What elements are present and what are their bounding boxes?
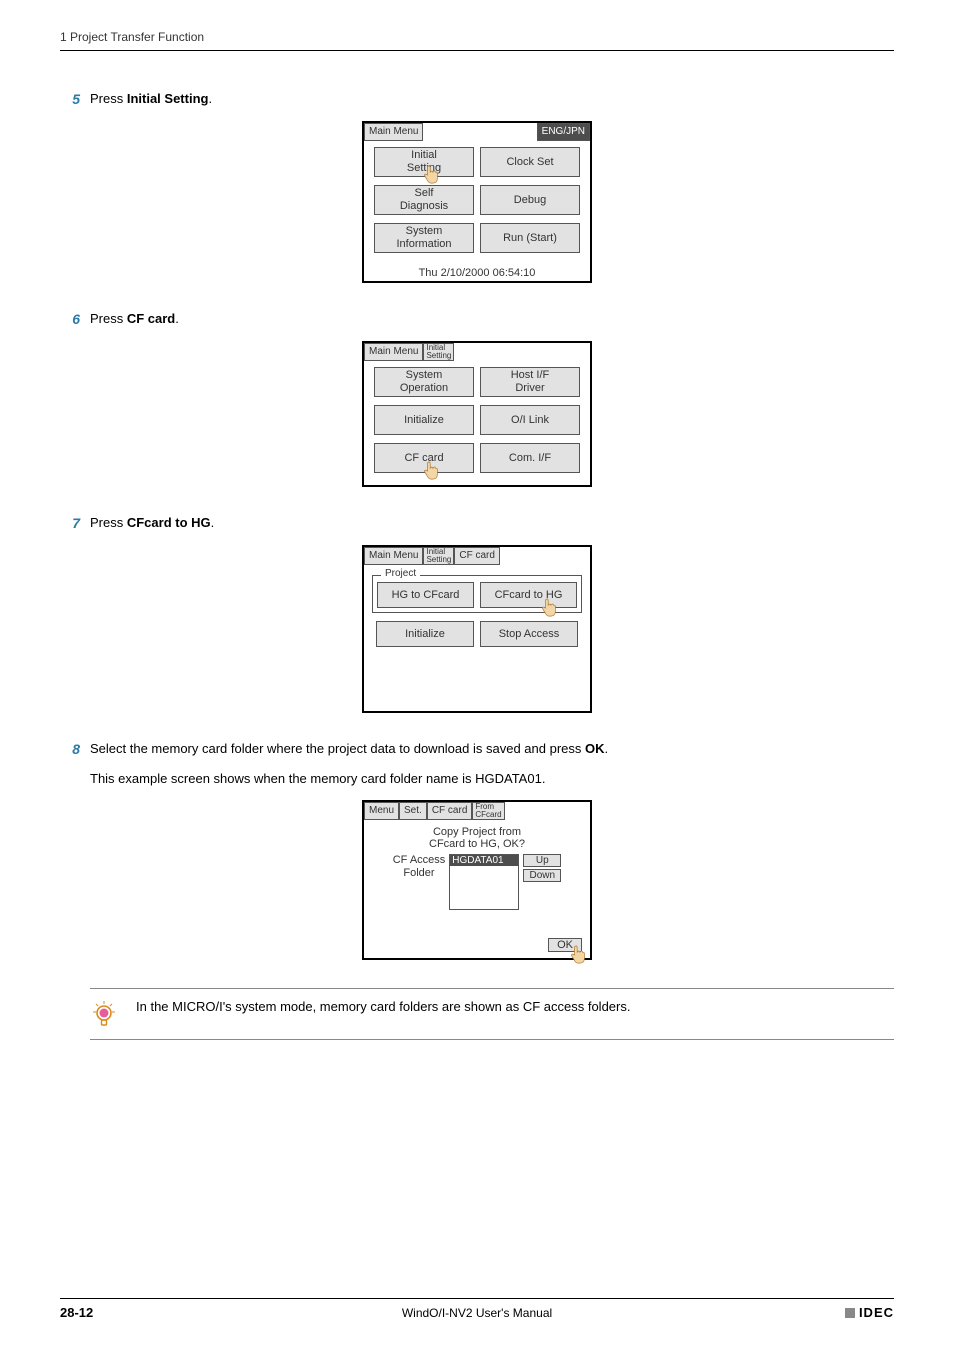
screen-copy-project: Menu Set. CF card From CFcard Copy Proje… [362, 800, 592, 960]
prompt-line-2: CFcard to HG, OK? [370, 838, 584, 850]
screen-main-menu: Main Menu ENG/JPN Initial Setting Clock … [362, 121, 592, 283]
debug-button[interactable]: Debug [480, 185, 580, 215]
breadcrumb-initial-setting[interactable]: Initial Setting [423, 547, 454, 565]
clock-set-button[interactable]: Clock Set [480, 147, 580, 177]
step-text: Select the memory card folder where the … [90, 741, 608, 757]
text: Press [90, 91, 127, 106]
step-8-subtext: This example screen shows when the memor… [90, 771, 894, 786]
cf-access-folder-label: CF Access Folder [393, 854, 446, 880]
text: . [605, 741, 609, 756]
tip-rule-bottom [90, 1039, 894, 1040]
status-datetime: Thu 2/10/2000 06:54:10 [364, 265, 590, 281]
page-footer: 28-12 WindO/I-NV2 User's Manual IDEC [60, 1298, 894, 1320]
step-number: 6 [60, 311, 90, 327]
text: Select the memory card folder where the … [90, 741, 585, 756]
group-label: Project [381, 568, 420, 579]
text: . [211, 515, 215, 530]
text: . [208, 91, 212, 106]
system-information-button[interactable]: System Information [374, 223, 474, 253]
host-if-driver-button[interactable]: Host I/F Driver [480, 367, 580, 397]
text: This example screen shows when the memor… [90, 771, 475, 786]
initialize-button[interactable]: Initialize [374, 405, 474, 435]
com-if-button[interactable]: Com. I/F [480, 443, 580, 473]
tip-rule-top [90, 988, 894, 989]
text-bold: CFcard to HG [127, 515, 211, 530]
hg-to-cfcard-button[interactable]: HG to CFcard [377, 582, 474, 608]
step-5: 5 Press Initial Setting. [60, 91, 894, 107]
initialize-button[interactable]: Initialize [376, 621, 474, 647]
text: . [542, 771, 546, 786]
text-bold: CF card [127, 311, 175, 326]
breadcrumb-initial-setting[interactable]: Initial Setting [423, 343, 454, 361]
tip-text: In the MICRO/I's system mode, memory car… [136, 999, 894, 1014]
down-button[interactable]: Down [523, 869, 561, 882]
breadcrumb-set[interactable]: Set. [399, 802, 427, 820]
folder-selected[interactable]: HGDATA01 [450, 855, 518, 866]
run-start-button[interactable]: Run (Start) [480, 223, 580, 253]
cf-card-button[interactable]: CF card [374, 443, 474, 473]
screen-cf-card: Main Menu Initial Setting CF card Projec… [362, 545, 592, 713]
breadcrumb-from-cfcard[interactable]: From CFcard [472, 802, 504, 820]
breadcrumb-main-menu[interactable]: Main Menu [364, 343, 423, 361]
text: Press [90, 311, 127, 326]
oi-link-button[interactable]: O/I Link [480, 405, 580, 435]
step-text: Press Initial Setting. [90, 91, 212, 107]
up-button[interactable]: Up [523, 854, 561, 867]
self-diagnosis-button[interactable]: Self Diagnosis [374, 185, 474, 215]
text-bold: Initial Setting [127, 91, 209, 106]
step-8: 8 Select the memory card folder where th… [60, 741, 894, 757]
breadcrumb-main-menu[interactable]: Main Menu [364, 123, 423, 141]
text: . [175, 311, 179, 326]
prompt-line-1: Copy Project from [370, 826, 584, 838]
breadcrumb-main-menu[interactable]: Main Menu [364, 547, 423, 565]
step-7: 7 Press CFcard to HG. [60, 515, 894, 531]
header-rule [60, 50, 894, 51]
ok-button[interactable]: OK [548, 938, 582, 952]
cfcard-to-hg-button[interactable]: CFcard to HG [480, 582, 577, 608]
breadcrumb-menu[interactable]: Menu [364, 802, 399, 820]
lang-toggle-button[interactable]: ENG/JPN [537, 123, 590, 141]
folder-listbox[interactable]: HGDATA01 [449, 854, 519, 910]
text: Press [90, 515, 127, 530]
stop-access-button[interactable]: Stop Access [480, 621, 578, 647]
breadcrumb-cf-card[interactable]: CF card [454, 547, 500, 565]
step-text: Press CFcard to HG. [90, 515, 214, 531]
breadcrumb-cf-card[interactable]: CF card [427, 802, 473, 820]
initial-setting-button[interactable]: Initial Setting [374, 147, 474, 177]
tip-row: In the MICRO/I's system mode, memory car… [90, 995, 894, 1033]
section-header: 1 Project Transfer Function [60, 30, 894, 44]
step-number: 5 [60, 91, 90, 107]
step-number: 8 [60, 741, 90, 757]
manual-title: WindO/I-NV2 User's Manual [60, 1306, 894, 1320]
step-text: Press CF card. [90, 311, 179, 327]
project-group: Project HG to CFcard CFcard to HG [372, 575, 582, 613]
step-6: 6 Press CF card. [60, 311, 894, 327]
text-bold: HGDATA01 [475, 771, 542, 786]
text-bold: OK [585, 741, 605, 756]
lightbulb-icon [90, 999, 118, 1029]
screen-initial-setting: Main Menu Initial Setting System Operati… [362, 341, 592, 487]
system-operation-button[interactable]: System Operation [374, 367, 474, 397]
step-number: 7 [60, 515, 90, 531]
